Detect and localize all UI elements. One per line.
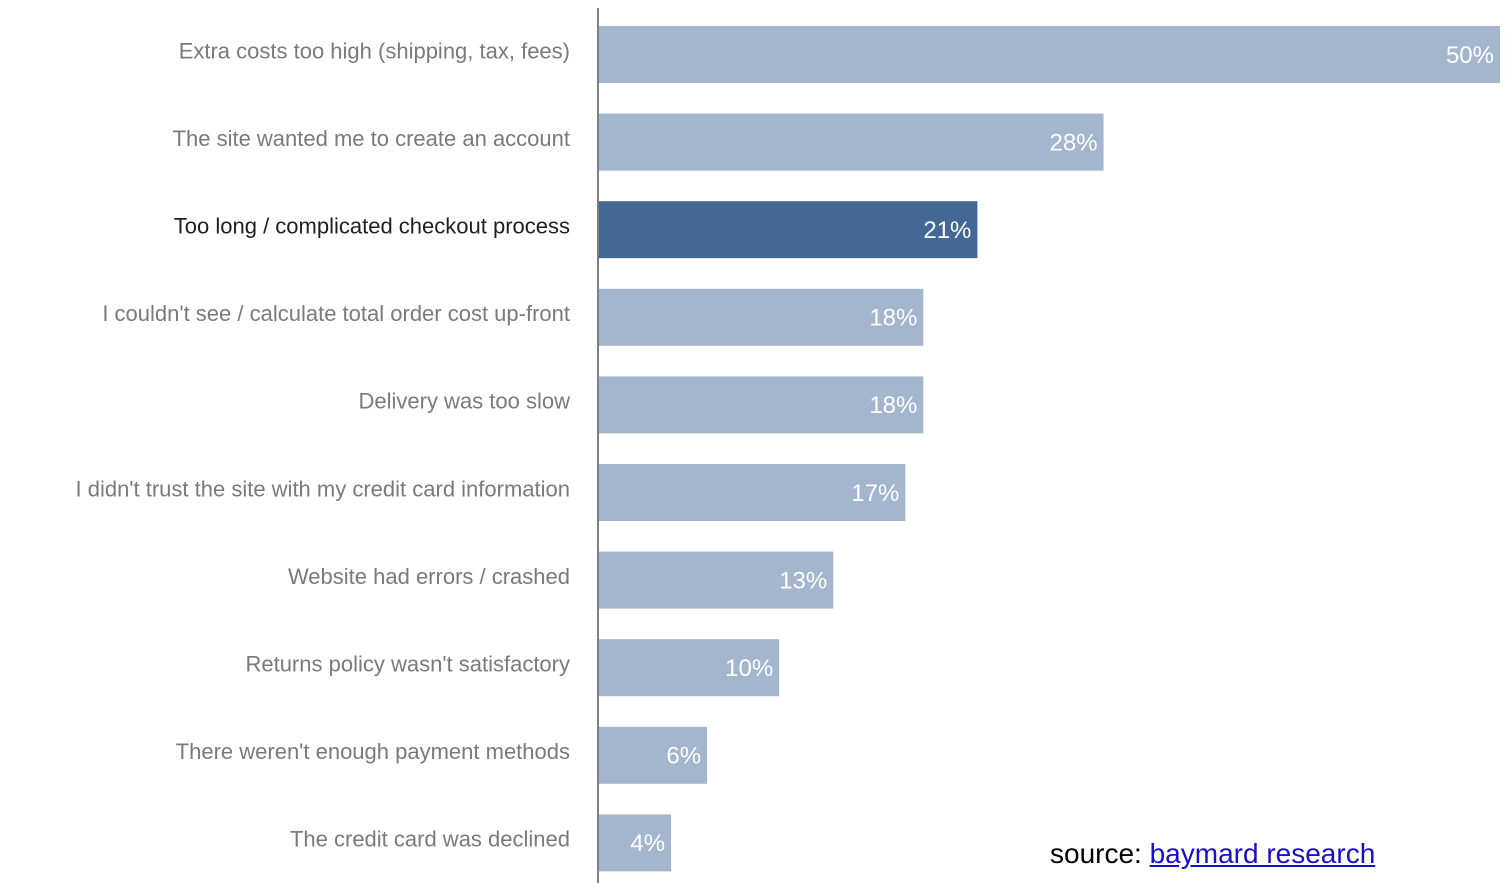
bar-4 bbox=[599, 376, 924, 434]
value-label-3: 18% bbox=[869, 305, 917, 332]
category-label-4: Delivery was too slow bbox=[358, 389, 570, 414]
value-label-1: 28% bbox=[1050, 129, 1098, 156]
source-link[interactable]: baymard research bbox=[1149, 838, 1376, 869]
value-label-4: 18% bbox=[869, 392, 917, 419]
bar-6 bbox=[599, 551, 834, 609]
value-label-6: 13% bbox=[779, 567, 827, 594]
value-label-7: 10% bbox=[725, 655, 773, 682]
value-label-5: 17% bbox=[851, 480, 899, 507]
category-label-0: Extra costs too high (shipping, tax, fee… bbox=[179, 38, 570, 63]
bar-5 bbox=[599, 464, 906, 521]
bars-layer bbox=[599, 26, 1500, 872]
bar-8 bbox=[599, 726, 708, 784]
bar-3 bbox=[599, 288, 924, 346]
category-labels-layer: Extra costs too high (shipping, tax, fee… bbox=[75, 38, 570, 851]
value-label-9: 4% bbox=[630, 830, 665, 857]
category-label-8: There weren't enough payment methods bbox=[176, 739, 570, 764]
category-label-9: The credit card was declined bbox=[290, 827, 570, 852]
source-prefix: source: bbox=[1050, 838, 1150, 869]
bar-2 bbox=[599, 201, 978, 259]
bar-9 bbox=[599, 814, 672, 872]
value-label-0: 50% bbox=[1446, 42, 1494, 69]
category-label-2: Too long / complicated checkout process bbox=[174, 214, 570, 239]
value-label-8: 6% bbox=[666, 743, 701, 770]
bar-1 bbox=[599, 113, 1104, 171]
category-label-5: I didn't trust the site with my credit c… bbox=[75, 476, 570, 501]
bar-7 bbox=[599, 639, 780, 697]
category-label-7: Returns policy wasn't satisfactory bbox=[245, 652, 570, 677]
category-label-3: I couldn't see / calculate total order c… bbox=[102, 301, 570, 326]
value-labels-layer: 50% 28% 21% 18% 18% 17% 13% 10% 6% 4% bbox=[630, 42, 1494, 857]
category-label-6: Website had errors / crashed bbox=[288, 564, 570, 589]
value-label-2: 21% bbox=[923, 217, 971, 244]
category-label-1: The site wanted me to create an account bbox=[173, 126, 570, 151]
bar-0 bbox=[599, 26, 1500, 83]
source-credit: source: baymard research bbox=[1050, 838, 1375, 870]
